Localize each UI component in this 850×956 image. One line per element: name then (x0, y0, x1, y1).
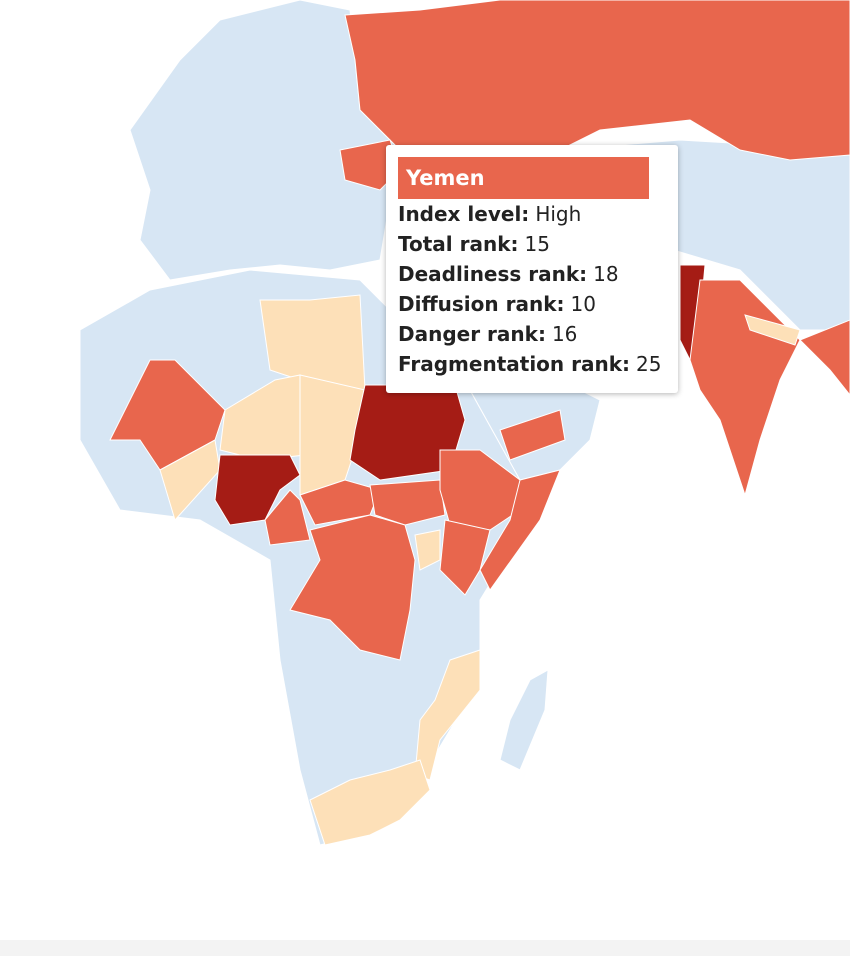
row-label: Diffusion rank: (398, 292, 565, 316)
cameroon[interactable] (264, 489, 311, 546)
row-value: 10 (570, 292, 596, 316)
row-label: Fragmentation rank: (398, 352, 631, 376)
row-value: 18 (593, 262, 619, 286)
row-label: Index level: (398, 202, 530, 226)
row-value: 25 (636, 352, 662, 376)
ethiopia[interactable] (439, 449, 521, 531)
countries[interactable] (79, 0, 850, 846)
south-africa[interactable] (309, 759, 431, 846)
tooltip-row: Total rank: 15 (398, 229, 666, 259)
row-value: 15 (524, 232, 550, 256)
myanmar[interactable] (799, 319, 850, 396)
row-label: Danger rank: (398, 322, 546, 346)
europe[interactable] (129, 0, 401, 281)
mozambique[interactable] (414, 649, 481, 781)
south-sudan[interactable] (369, 479, 446, 526)
tooltip-title: Yemen (398, 157, 649, 199)
madagascar[interactable] (499, 669, 549, 771)
drc[interactable] (289, 514, 416, 661)
tooltip-row: Deadliness rank: 18 (398, 259, 666, 289)
footer-strip (0, 940, 850, 956)
russia[interactable] (344, 0, 850, 161)
uganda[interactable] (414, 529, 441, 571)
row-value: High (535, 202, 582, 226)
tooltip-row: Index level: High (398, 199, 666, 229)
tooltip-row: Danger rank: 16 (398, 319, 666, 349)
somalia[interactable] (479, 469, 561, 591)
yemen[interactable] (499, 409, 566, 461)
nepal[interactable] (744, 314, 801, 346)
nigeria[interactable] (214, 454, 301, 526)
row-value: 16 (551, 322, 578, 346)
row-label: Deadliness rank: (398, 262, 588, 286)
tooltip: Yemen Index level: High Total rank: 15 Deadl… (386, 145, 678, 393)
row-label: Total rank: (398, 232, 519, 256)
tooltip-rows: Index level: High Total rank: 15 Deadliness … (398, 199, 666, 379)
kenya[interactable] (439, 519, 491, 596)
tooltip-row: Diffusion rank: 10 (398, 289, 666, 319)
tooltip-row: Fragmentation rank: 25 (398, 349, 666, 379)
